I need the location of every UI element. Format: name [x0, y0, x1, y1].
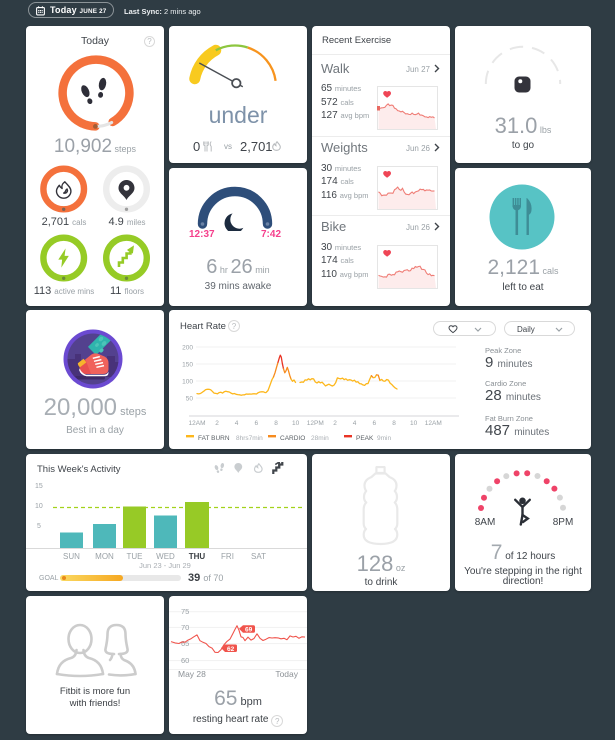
- svg-text:6: 6: [372, 420, 376, 427]
- svg-text:9min: 9min: [377, 435, 391, 442]
- svg-text:2: 2: [333, 420, 337, 427]
- svg-text:PEAK: PEAK: [356, 435, 374, 442]
- svg-text:8: 8: [274, 420, 278, 427]
- svg-text:28min: 28min: [311, 435, 329, 442]
- svg-text:200: 200: [182, 345, 193, 352]
- svg-text:69: 69: [245, 627, 253, 634]
- svg-text:150: 150: [182, 362, 193, 369]
- svg-text:10: 10: [410, 420, 418, 427]
- svg-text:60: 60: [181, 656, 189, 665]
- svg-text:FAT BURN: FAT BURN: [198, 435, 230, 442]
- svg-text:12PM: 12PM: [307, 420, 324, 427]
- svg-text:70: 70: [181, 623, 189, 632]
- svg-text:75: 75: [181, 607, 189, 616]
- svg-text:CARDIO: CARDIO: [280, 435, 305, 442]
- svg-text:8hrs7min: 8hrs7min: [236, 435, 263, 442]
- svg-text:50: 50: [186, 396, 194, 403]
- svg-text:May 28: May 28: [178, 669, 206, 679]
- svg-text:2: 2: [215, 420, 219, 427]
- svg-text:12AM: 12AM: [189, 420, 206, 427]
- svg-text:65: 65: [181, 639, 189, 648]
- svg-text:12AM: 12AM: [425, 420, 442, 427]
- svg-text:Today: Today: [275, 669, 298, 679]
- svg-text:10: 10: [292, 420, 300, 427]
- svg-text:100: 100: [182, 379, 193, 386]
- svg-text:4: 4: [235, 420, 239, 427]
- svg-text:6: 6: [254, 420, 258, 427]
- svg-text:62: 62: [227, 646, 235, 653]
- svg-text:8: 8: [392, 420, 396, 427]
- svg-text:4: 4: [353, 420, 357, 427]
